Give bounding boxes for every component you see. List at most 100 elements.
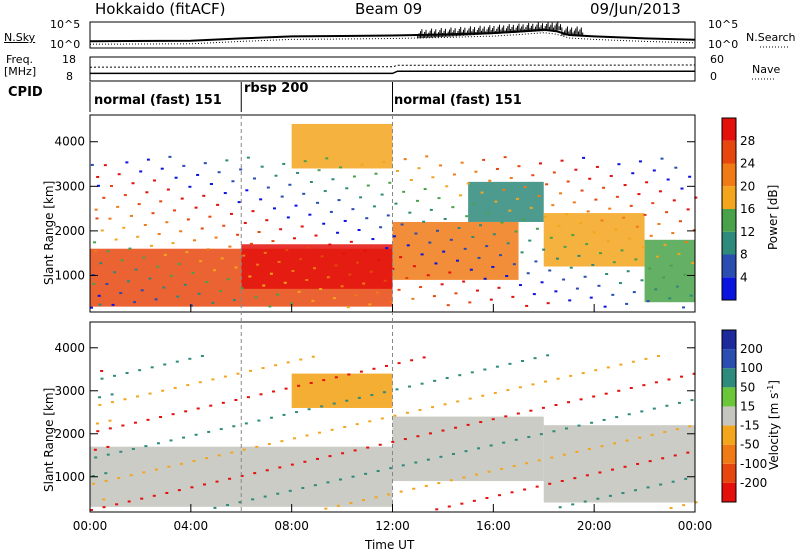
velocity-speckle — [562, 453, 566, 456]
velocity-speckle — [272, 390, 276, 393]
velocity-speckle — [464, 450, 468, 453]
power-speckle — [326, 276, 330, 279]
power-speckle — [312, 267, 316, 270]
power-speckle — [396, 169, 400, 172]
power-speckle — [392, 235, 396, 238]
power-speckle — [349, 240, 353, 243]
velocity-speckle — [108, 419, 112, 422]
power-speckle — [146, 158, 150, 161]
power-speckle — [465, 215, 469, 218]
power-speckle — [245, 189, 249, 192]
velocity-speckle — [644, 357, 648, 360]
velocity-speckle — [600, 445, 604, 448]
power-speckle — [506, 242, 510, 245]
power-colorbar-tick: 12 — [740, 225, 755, 239]
power-speckle — [549, 236, 553, 239]
velocity-speckle — [347, 373, 351, 376]
velocity-speckle — [460, 502, 464, 505]
ytick-label: 1000 — [54, 470, 85, 484]
power-speckle — [96, 175, 100, 178]
power-speckle — [434, 262, 438, 265]
power-speckle — [658, 190, 662, 193]
velocity-speckle — [560, 479, 564, 482]
velocity-speckle — [466, 423, 470, 426]
velocity-speckle — [533, 357, 537, 360]
velocity-speckle — [225, 504, 229, 507]
velocity-region-1 — [392, 416, 544, 482]
power-speckle — [162, 286, 166, 289]
velocity-speckle — [125, 371, 129, 374]
power-speckle — [291, 269, 295, 272]
velocity-speckle — [336, 504, 340, 507]
power-speckle — [309, 181, 313, 184]
power-speckle — [153, 179, 157, 182]
velocity-colorbar-cell — [722, 387, 736, 407]
power-speckle — [209, 183, 213, 186]
velocity-speckle — [558, 506, 562, 509]
power-speckle — [123, 194, 127, 197]
power-speckle — [686, 208, 690, 211]
freq-label: Freq. — [6, 53, 34, 66]
velocity-colorbar-tick: -100 — [740, 457, 767, 471]
velocity-speckle — [399, 490, 403, 493]
velocity-speckle — [376, 470, 380, 473]
power-speckle — [554, 290, 558, 293]
power-colorbar-cell — [722, 186, 736, 209]
x-axis-title: Time UT — [365, 538, 415, 552]
velocity-speckle — [127, 500, 131, 503]
power-speckle — [183, 283, 187, 286]
power-speckle — [220, 257, 224, 260]
power-speckle — [537, 195, 541, 198]
velocity-colorbar-cell — [722, 425, 736, 445]
velocity-speckle — [479, 421, 483, 424]
power-region-1 — [241, 244, 393, 289]
velocity-speckle — [550, 456, 554, 459]
velocity-speckle — [309, 381, 313, 384]
power-speckle — [598, 252, 602, 255]
power-speckle — [409, 179, 413, 182]
power-speckle — [591, 263, 595, 266]
radar-title: Hokkaido (fitACF) — [95, 0, 226, 18]
velocity-speckle — [382, 391, 386, 394]
power-colorbar-tick: 28 — [740, 134, 755, 148]
velocity-speckle — [441, 429, 445, 432]
velocity-speckle — [303, 460, 307, 463]
velocity-region-3 — [291, 373, 393, 408]
velocity-speckle — [405, 411, 409, 414]
velocity-speckle — [322, 379, 326, 382]
velocity-speckle — [330, 428, 334, 431]
velocity-speckle — [368, 420, 372, 423]
nave-label: Nave — [752, 63, 781, 76]
velocity-speckle — [680, 375, 684, 378]
ytick-label: 1000 — [54, 268, 85, 282]
power-speckle — [93, 241, 97, 244]
power-speckle — [237, 201, 241, 204]
power-speckle — [429, 208, 433, 211]
power-speckle — [394, 202, 398, 205]
power-speckle — [200, 227, 204, 230]
velocity-speckle — [487, 470, 491, 473]
power-speckle — [323, 190, 327, 193]
velocity-speckle — [217, 454, 221, 457]
velocity-speckle — [244, 422, 248, 425]
power-speckle — [348, 273, 352, 276]
power-speckle — [356, 261, 360, 264]
power-speckle — [415, 199, 419, 202]
power-speckle — [548, 269, 552, 272]
power-speckle — [568, 299, 572, 302]
velocity-speckle — [585, 474, 589, 477]
velocity-speckle — [567, 401, 571, 404]
power-speckle — [369, 270, 373, 273]
velocity-speckle — [343, 425, 347, 428]
power-speckle — [466, 182, 470, 185]
velocity-speckle — [313, 484, 317, 487]
velocity-speckle — [481, 394, 485, 397]
freq-line — [90, 70, 695, 75]
power-speckle — [219, 290, 223, 293]
velocity-speckle — [422, 356, 426, 359]
power-speckle — [263, 251, 267, 254]
power-speckle — [329, 210, 333, 213]
power-speckle — [94, 208, 98, 211]
power-speckle — [646, 300, 650, 303]
power-speckle — [262, 284, 266, 287]
